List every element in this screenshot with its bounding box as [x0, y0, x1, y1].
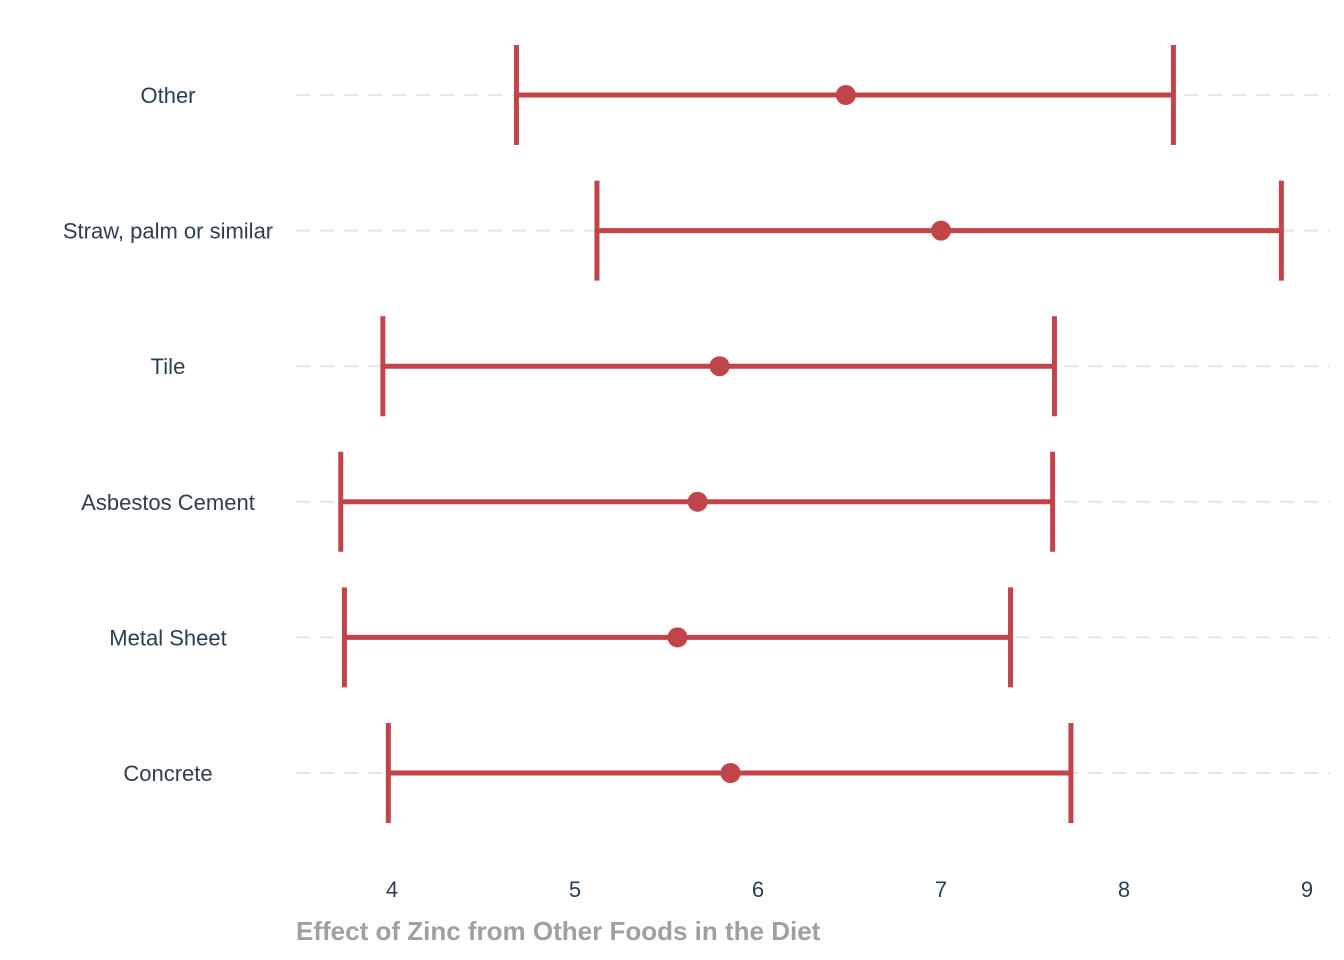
category-label: Concrete [123, 761, 212, 786]
error-bars [338, 45, 1284, 823]
category-labels: Other Straw, palm or similar Tile Asbestos … [63, 83, 273, 786]
point-estimate [931, 220, 951, 241]
point-estimate [835, 85, 856, 105]
x-tick-label: 6 [752, 877, 764, 902]
x-tick-label: 4 [386, 877, 398, 902]
category-label: Tile [151, 354, 186, 379]
category-label: Asbestos Cement [81, 490, 255, 515]
point-estimate [667, 627, 688, 648]
point-estimate [720, 763, 741, 783]
point-estimate [709, 356, 730, 377]
x-tick-label: 7 [935, 877, 947, 902]
point-estimate [687, 491, 708, 512]
category-label: Metal Sheet [109, 625, 226, 650]
category-label: Straw, palm or similar [63, 219, 273, 244]
x-tick-label: 5 [569, 877, 581, 902]
gridlines [296, 94, 1330, 774]
x-tick-label: 8 [1118, 877, 1130, 902]
x-tick-labels: 4 5 6 7 8 9 [386, 877, 1313, 902]
x-axis-title: Effect of Zinc from Other Foods in the D… [296, 916, 821, 946]
x-tick-label: 9 [1301, 877, 1313, 902]
category-label: Other [140, 83, 195, 108]
